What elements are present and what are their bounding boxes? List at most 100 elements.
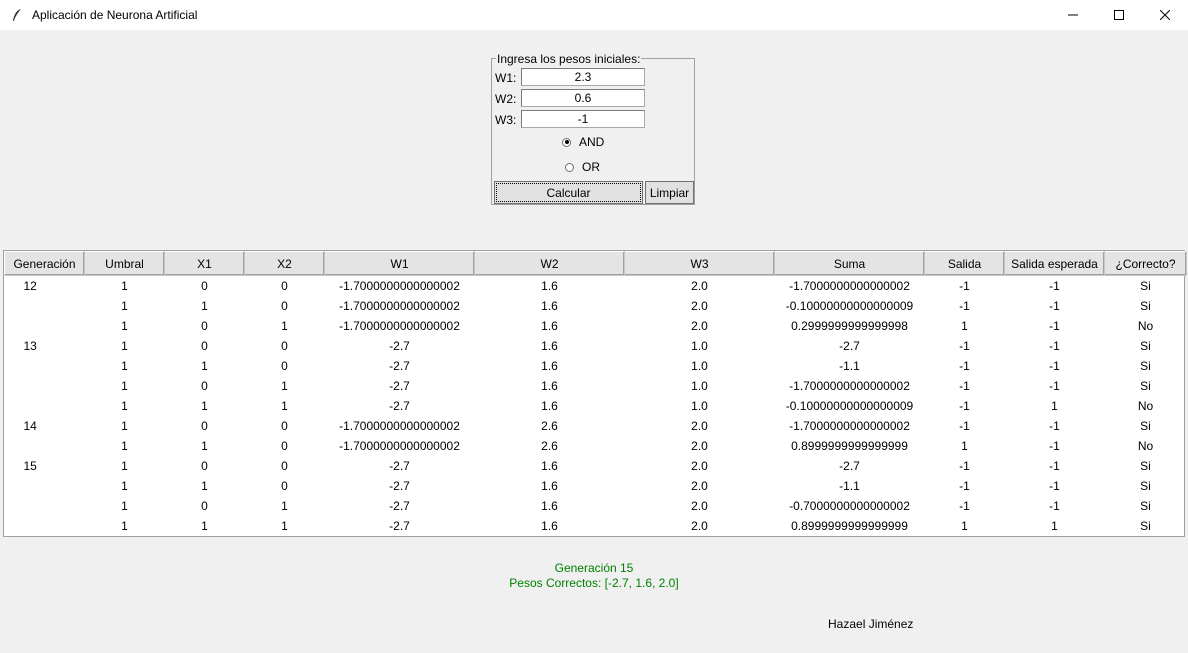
column-header[interactable]: W1 [324,251,475,276]
table-cell: -0.10000000000000009 [785,299,914,313]
table-cell [5,356,85,376]
table-cell [5,316,85,336]
table-row[interactable]: 1 1 0 -1.7000000000000002 2.6 2.0 0.8999999999… [5,436,1187,456]
table-row[interactable]: 1 0 1 -2.7 1.6 1.0 -1.7000000000000002 -1 -1 Si [5,376,1187,396]
table-row[interactable]: 1 0 1 -2.7 1.6 2.0 -0.7000000000000002 -1 -1 Si [5,496,1187,516]
w2-input[interactable] [521,89,645,107]
table-cell: -1 [959,399,970,413]
table-cell: 1.6 [541,359,558,373]
table-row[interactable]: 13 1 0 0 -2.7 1.6 1.0 -2.7 -1 -1 Si [5,336,1187,356]
table-row[interactable]: 14 1 0 0 -1.7000000000000002 2.6 2.0 -1.7000000… [5,416,1187,436]
column-header[interactable]: ¿Correcto? [1104,251,1187,276]
column-header[interactable]: X1 [164,251,245,276]
table-cell: -0.10000000000000009 [785,399,914,413]
table-cell [5,476,85,496]
table-cell: 2.0 [691,299,708,313]
table-cell: 0 [281,459,288,473]
results-table[interactable]: Generación Umbral X1 X2 W1 W2 W3 Suma Salida Sali… [3,250,1187,537]
table-cell: 1.6 [541,459,558,473]
table-cell: -1 [1049,299,1060,313]
column-header[interactable]: Salida [924,251,1005,276]
weights-frame-legend: Ingresa los pesos iniciales: [496,52,642,66]
radio-and[interactable]: AND [562,135,604,149]
table-cell: 1.6 [541,519,558,533]
table-cell [5,396,85,416]
table-cell: 1 [281,519,288,533]
table-cell: No [1137,439,1154,453]
table-cell: 1 [281,319,288,333]
table-cell: -2.7 [389,379,410,393]
table-cell: 0 [281,439,288,453]
column-header[interactable]: W3 [624,251,775,276]
column-header[interactable]: Generación [4,251,85,276]
close-button[interactable] [1142,0,1188,30]
table-row[interactable]: 1 1 1 -2.7 1.6 1.0 -0.10000000000000009 -1 1 No [5,396,1187,416]
table-cell: -2.7 [389,519,410,533]
table-cell: -1.7000000000000002 [339,439,460,453]
maximize-button[interactable] [1096,0,1142,30]
feather-icon [12,8,24,22]
column-header[interactable]: X2 [244,251,325,276]
table-body: 12 1 0 0 -1.7000000000000002 1.6 2.0 -1.7000000… [5,276,1187,537]
table-cell: 1.6 [541,339,558,353]
table-cell: 0.8999999999999999 [791,519,908,533]
table-cell: 1 [961,519,968,533]
table-cell: -1 [959,479,970,493]
table-cell: Si [1140,419,1151,433]
table-cell: 1.6 [541,399,558,413]
table-cell: Si [1140,279,1151,293]
calculate-button[interactable]: Calcular [494,181,643,204]
table-cell: 1 [121,419,128,433]
table-cell: No [1137,319,1154,333]
table-cell: 2.6 [541,439,558,453]
table-cell: 2.0 [691,519,708,533]
table-cell: -1 [959,279,970,293]
table-cell: -2.7 [389,479,410,493]
clear-button[interactable]: Limpiar [645,181,694,204]
column-header[interactable]: W2 [474,251,625,276]
table-cell: -1.7000000000000002 [339,279,460,293]
radio-and-label: AND [579,135,605,149]
table-cell: 1 [121,279,128,293]
table-cell: 0 [201,499,208,513]
table-row[interactable]: 1 1 0 -2.7 1.6 1.0 -1.1 -1 -1 Si [5,356,1187,376]
table-cell: 0 [201,459,208,473]
table-cell: -1 [959,499,970,513]
minimize-button[interactable] [1050,0,1096,30]
table-cell: 2.0 [691,499,708,513]
radio-or[interactable]: OR [565,160,600,174]
table-cell: -2.7 [389,459,410,473]
table-cell: 1.6 [541,279,558,293]
table-cell: Si [1140,519,1151,533]
close-icon [1160,10,1170,20]
table-cell: 1 [121,479,128,493]
table-cell: 13 [23,339,37,353]
table-row[interactable]: 1 1 0 -1.7000000000000002 1.6 2.0 -0.100000000… [5,296,1187,316]
maximize-icon [1114,10,1124,20]
column-header[interactable]: Suma [774,251,925,276]
column-header[interactable]: Umbral [84,251,165,276]
table-cell: -2.7 [389,399,410,413]
result-generation: Generación 15 [554,561,634,575]
table-cell: -1.7000000000000002 [789,379,910,393]
minimize-icon [1068,14,1078,16]
table-cell: -1 [1049,439,1060,453]
table-row[interactable]: 1 0 1 -1.7000000000000002 1.6 2.0 0.2999999999… [5,316,1187,336]
table-row[interactable]: 1 1 1 -2.7 1.6 2.0 0.8999999999999999 1 1 Si [5,516,1187,536]
table-cell: 2.0 [691,439,708,453]
table-cell: -2.7 [389,359,410,373]
table-cell: 0 [201,379,208,393]
table-row[interactable]: 12 1 0 0 -1.7000000000000002 1.6 2.0 -1.7000000… [5,276,1187,297]
author-name: Hazael Jiménez [828,617,914,631]
table-row[interactable]: 15 1 0 0 -2.7 1.6 2.0 -2.7 -1 -1 Si [5,456,1187,476]
w1-input[interactable] [521,68,645,86]
table-cell: 1 [281,499,288,513]
table-cell [5,496,85,516]
table-row[interactable]: 1 1 0 -2.7 1.6 2.0 -1.1 -1 -1 Si [5,476,1187,496]
w3-input[interactable] [521,110,645,128]
table-cell: 1 [121,439,128,453]
table-cell: Si [1140,479,1151,493]
column-header[interactable]: Salida esperada [1004,251,1105,276]
table-cell: -1 [1049,379,1060,393]
table-cell: Si [1140,379,1151,393]
